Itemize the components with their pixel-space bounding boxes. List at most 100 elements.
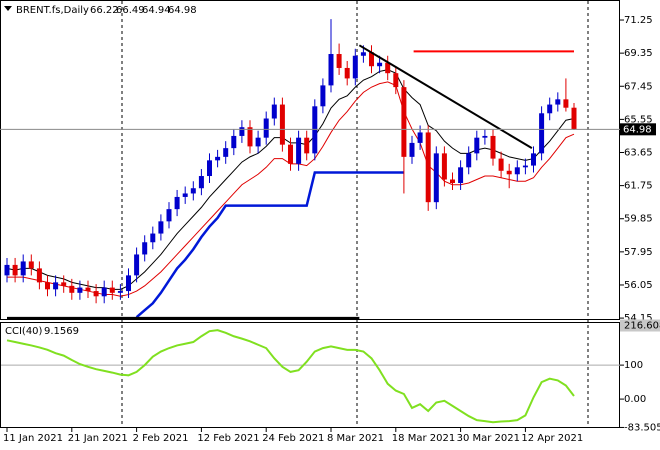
candle-body (377, 62, 383, 67)
candle-body (555, 99, 561, 105)
candle-body (296, 137, 302, 164)
candle-body (263, 118, 269, 138)
candle-body (271, 104, 277, 119)
y-tick-label: 56.05 (624, 280, 653, 291)
y-tick-label: 0.00 (624, 394, 646, 405)
candle-body (158, 221, 164, 234)
y-tick-label: 100 (624, 360, 643, 371)
candle-body (198, 176, 204, 189)
menu-arrow (4, 6, 12, 11)
y-tick-label: 54.15 (624, 313, 653, 324)
candle-body (441, 153, 447, 180)
candle-body (223, 148, 229, 157)
candle-body (320, 85, 326, 107)
x-tick-label: 2 Feb 2021 (133, 433, 189, 444)
candle-body (360, 52, 366, 56)
candle-body (4, 264, 10, 276)
y-tick-label: 61.75 (624, 181, 653, 192)
y-tick-label: 63.65 (624, 147, 653, 158)
candle-body (279, 104, 285, 145)
x-tick-label: 30 Mar 2021 (457, 433, 520, 444)
candle-body (474, 137, 480, 154)
price-tag (620, 123, 656, 136)
y-tick-label: 216.608 (624, 321, 660, 332)
candle-body (433, 153, 439, 203)
indicator-line (135, 171, 404, 319)
candle-body (182, 193, 188, 197)
candle-body (239, 127, 245, 136)
candle-body (109, 287, 115, 293)
candle-body (69, 285, 75, 293)
candle-body (45, 282, 50, 290)
candle-body (506, 170, 512, 175)
cci-title: CCI(40) (5, 326, 43, 337)
candle-body (425, 132, 431, 203)
header-low: 64.94 (142, 5, 171, 16)
y-tick-label: 57.95 (624, 247, 653, 258)
drawn-line (358, 44, 533, 149)
x-tick-label: 12 Feb 2021 (197, 433, 259, 444)
candle-body (482, 135, 488, 138)
y-tick-label: 71.25 (624, 15, 653, 26)
candle-body (190, 188, 196, 194)
candle-body (393, 73, 399, 88)
candle-body (450, 179, 455, 183)
candle-body (336, 54, 342, 68)
candle-body (490, 135, 496, 159)
x-tick-label: 21 Jan 2021 (68, 433, 128, 444)
candle-body (385, 62, 391, 74)
candle-body (142, 242, 148, 255)
candle-body (547, 104, 553, 114)
candle-body (539, 113, 545, 154)
candle-body (166, 209, 172, 222)
tick-box (620, 319, 660, 332)
candle-body (61, 282, 67, 286)
candle-body (344, 67, 350, 79)
candle-body (571, 107, 577, 130)
candle-body (247, 127, 253, 147)
header-high: 66.49 (116, 5, 145, 16)
candle-body (93, 291, 99, 297)
candle-body (20, 261, 26, 276)
cci-panel (0, 322, 620, 428)
price-tag-label: 64.98 (623, 124, 652, 135)
candle-body (514, 167, 520, 175)
candle-body (12, 264, 18, 276)
candle-body (231, 135, 237, 149)
candle-body (101, 287, 107, 297)
candle-body (117, 291, 123, 293)
y-tick-label: -83.5053 (624, 422, 660, 433)
x-tick-label: 18 Mar 2021 (392, 433, 455, 444)
candle-body (417, 132, 423, 143)
candle-body (150, 233, 156, 243)
candle-body (312, 106, 318, 154)
candle-body (77, 287, 83, 293)
price-panel (0, 0, 620, 320)
header-close: 64.98 (168, 5, 197, 16)
candle-body (134, 254, 140, 276)
y-tick-label: 65.55 (624, 114, 653, 125)
x-tick-label: 24 Feb 2021 (262, 433, 324, 444)
candle-body (352, 55, 358, 79)
cci-current: 9.1569 (44, 326, 79, 337)
candle-body (328, 54, 334, 86)
candle-body (369, 52, 374, 67)
symbol: BRENT.fs,Daily (16, 5, 89, 16)
y-tick-label: 69.35 (624, 48, 653, 59)
cci-line (6, 329, 575, 424)
x-tick-label: 11 Jan 2021 (3, 433, 63, 444)
candle-body (522, 165, 528, 168)
candle-body (458, 167, 464, 183)
candle-body (53, 282, 59, 290)
y-tick-label: 67.45 (624, 81, 653, 92)
candle-body (288, 144, 293, 164)
candle-body (304, 137, 310, 154)
x-tick-label: 12 Apr 2021 (521, 433, 583, 444)
candle-body (28, 261, 34, 269)
x-tick-label: 8 Mar 2021 (327, 433, 384, 444)
candle-body (207, 160, 212, 177)
candle-body (409, 142, 415, 157)
candle-body (531, 153, 536, 166)
